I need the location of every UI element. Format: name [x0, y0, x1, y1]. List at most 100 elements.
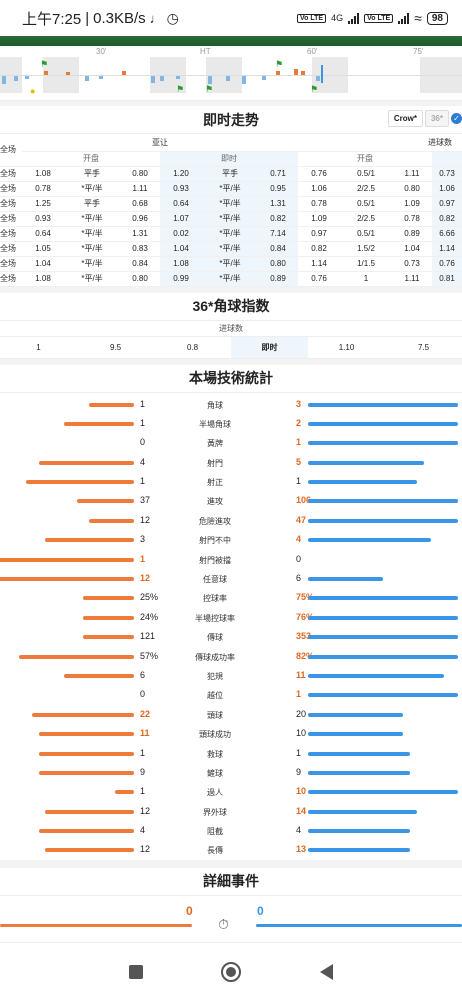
odds-cell: 1.14 [298, 256, 340, 272]
recents-button[interactable] [129, 964, 144, 979]
home-stat-bar [26, 480, 134, 485]
corner-cell: 7.5 [417, 342, 430, 352]
bookmaker-crow-button[interactable]: Crow* [387, 110, 423, 127]
odds-cell: 1.07 [160, 211, 202, 227]
section-title-corner-index: 36*角球指数 [192, 298, 270, 314]
odds-cell: 0.71 [258, 166, 298, 182]
row-label: 全场 [0, 196, 22, 212]
home-stat-bar [0, 557, 134, 562]
odds-cell: 0.78 [392, 211, 432, 227]
odds-cell: 1.11 [392, 166, 432, 182]
away-stat-value: 3 [296, 398, 302, 409]
away-stat-bar [308, 480, 417, 485]
odds-cell: 0.73 [392, 256, 432, 272]
odds-cell: 0.73 [432, 166, 462, 182]
home-stat-value: 121 [140, 631, 156, 642]
stat-label: 傳球成功率 [195, 652, 235, 662]
away-stat-bar [308, 615, 458, 620]
home-stat-bar [89, 518, 134, 523]
home-stat-value: 1 [140, 398, 146, 409]
stat-row: 1 射正 1 [0, 472, 462, 491]
tech-stats-header: 本場技術統計 [0, 365, 462, 393]
away-stat-value: 4 [296, 825, 302, 836]
away-stat-value: 20 [296, 708, 307, 719]
odds-cell: 0.82 [432, 211, 462, 227]
away-stat-value: 4 [296, 534, 302, 545]
odds-cell: 0.84 [120, 256, 160, 272]
odds-cell: 0.93 [22, 211, 64, 227]
odds-cell: 1.08 [22, 166, 64, 182]
odds-cell: 1 [340, 271, 392, 287]
away-stat-value: 11 [296, 669, 306, 680]
row-label: 全场 [0, 134, 22, 167]
odds-cell: 0.02 [160, 226, 202, 242]
home-stat-bar [115, 790, 134, 795]
corner-cell: 1 [36, 342, 41, 352]
odds-cell: *平/半 [64, 226, 120, 242]
odds-cell: 1.08 [160, 256, 202, 272]
odds-cell: 0.89 [392, 226, 432, 242]
stat-row: 1 過人 10 [0, 782, 462, 801]
odds-cell: 1.25 [22, 196, 64, 212]
away-stat-bar [308, 402, 458, 407]
home-stat-value: 0 [140, 689, 146, 700]
home-stat-value: 1 [140, 417, 146, 428]
away-stat-bar [308, 538, 431, 543]
stat-label: 頭球成功 [199, 730, 231, 740]
timeline-label-30: 30' [96, 47, 107, 56]
flag-icon: ⚑ [310, 84, 319, 94]
home-stat-value: 3 [140, 534, 146, 545]
corner-index-header: 36*角球指数 [0, 293, 462, 321]
odds-cell: 0.64 [22, 226, 64, 242]
check-icon[interactable]: ✓ [451, 113, 462, 124]
away-stat-bar [308, 848, 410, 853]
away-stat-value: 0 [296, 553, 302, 564]
stat-row: 12 危險進攻 47 [0, 511, 462, 530]
odds-cell: 平手 [64, 196, 120, 212]
odds-cell: *平/半 [202, 211, 258, 227]
odds-cell: 平手 [64, 166, 120, 182]
away-stat-bar [308, 460, 424, 465]
odds-cell: 1.08 [22, 271, 64, 287]
signal-icon-2 [398, 12, 410, 24]
odds-cell: *平/半 [64, 241, 120, 257]
stat-label: 危險進攻 [199, 516, 231, 526]
stat-row: 4 阻截 4 [0, 821, 462, 840]
odds-cell: 1/1.5 [340, 256, 392, 272]
odds-cell: *平/半 [202, 196, 258, 212]
odds-row: 全场 1.04 *平/半 0.84 1.08 *平/半 0.80 1.14 1/1.5 0.73 0… [0, 256, 462, 272]
home-button[interactable] [221, 961, 242, 982]
home-stat-bar [19, 654, 134, 659]
home-stat-bar [45, 538, 134, 543]
home-stat-bar [89, 402, 134, 407]
group-asian: 亚让 [22, 134, 298, 152]
odds-cell: *平/半 [64, 211, 120, 227]
stat-label: 阻截 [207, 827, 223, 837]
home-stat-value: 1 [140, 747, 146, 758]
stat-label: 頭球 [207, 710, 223, 720]
odds-cell: *平/半 [202, 226, 258, 242]
away-stat-bar [308, 751, 410, 756]
stat-label: 界外球 [203, 807, 227, 817]
stat-label: 射門 [207, 458, 223, 468]
odds-cell: 2/2.5 [340, 181, 392, 197]
away-stat-bar [308, 635, 458, 640]
odds-cell: 0.5/1 [340, 166, 392, 182]
home-stat-bar [32, 712, 134, 717]
odds-cell: 1.20 [160, 166, 202, 182]
odds-row: 全场 0.93 *平/半 0.96 1.07 *平/半 0.82 1.09 2/2.5 0.78 0… [0, 211, 462, 227]
flag-icon: ⚑ [275, 59, 284, 69]
live-trend-header: 即时走势 Crow* 36* ✓ [0, 106, 462, 134]
stat-row: 11 頭球成功 10 [0, 724, 462, 743]
away-stat-bar [308, 693, 458, 698]
match-timeline: 30' HT 60' 75' ⚑ ● ⚑ ⚑ ⚑ ⚑ [0, 46, 462, 101]
network-type: 4G [331, 13, 344, 23]
bookmaker-36-button[interactable]: 36* [424, 110, 449, 127]
stat-label: 半場控球率 [195, 613, 235, 623]
flag-icon: ⚑ [40, 59, 49, 69]
sub-live: 即时 [160, 151, 298, 167]
back-button[interactable] [319, 963, 333, 980]
odds-row: 全场 1.05 *平/半 0.83 1.04 *平/半 0.84 0.82 1.5/2 1.04 1… [0, 241, 462, 257]
home-stat-value: 1 [140, 476, 146, 487]
stat-label: 越位 [207, 691, 223, 701]
